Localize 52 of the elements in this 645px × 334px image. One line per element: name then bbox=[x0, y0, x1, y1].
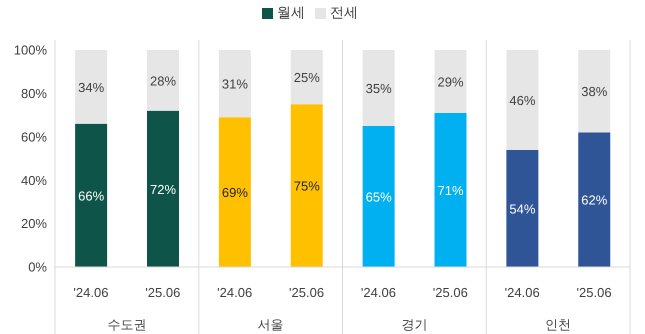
x-tick-label: '24.06 bbox=[217, 285, 252, 300]
data-label: 72% bbox=[150, 182, 176, 197]
bar bbox=[434, 50, 466, 113]
y-tick-label: 100% bbox=[14, 42, 48, 58]
text: 서울 bbox=[258, 317, 284, 332]
data-label: 31% bbox=[222, 76, 248, 92]
data-label: 46% bbox=[509, 92, 536, 108]
data-label: 62% bbox=[581, 192, 608, 208]
data-label: 71% bbox=[437, 182, 464, 198]
bar bbox=[218, 117, 251, 267]
data-label: 69% bbox=[222, 185, 248, 200]
y-tick-label: 20% bbox=[20, 216, 48, 232]
bar bbox=[506, 150, 538, 267]
text: 수도권 bbox=[107, 317, 146, 332]
y-tick-label: 40% bbox=[20, 172, 48, 188]
legend-label: 월세 bbox=[277, 4, 305, 20]
bar bbox=[147, 50, 179, 111]
bar bbox=[218, 50, 251, 118]
bar bbox=[290, 104, 323, 267]
data-label: 66% bbox=[78, 188, 105, 204]
x-tick-label: '24.06 bbox=[504, 285, 540, 300]
bar bbox=[578, 50, 610, 132]
data-label: 54% bbox=[509, 201, 536, 216]
data-label: 38% bbox=[581, 84, 608, 100]
legend-label: 전세 bbox=[330, 4, 358, 20]
data-label: 35% bbox=[366, 80, 392, 96]
text: 인천 bbox=[545, 317, 572, 332]
data-label: 75% bbox=[294, 178, 320, 194]
data-label: 65% bbox=[366, 189, 392, 204]
bar bbox=[434, 112, 466, 267]
y-tick-label: 80% bbox=[20, 86, 48, 102]
x-tick-label: '25.06 bbox=[432, 285, 468, 300]
y-tick-label: 0% bbox=[28, 260, 48, 275]
bar bbox=[75, 124, 108, 267]
bar bbox=[506, 50, 538, 150]
bar bbox=[578, 132, 610, 267]
data-label: 25% bbox=[294, 70, 320, 86]
data-label: 28% bbox=[150, 73, 176, 88]
bar bbox=[362, 50, 395, 126]
data-label: 29% bbox=[437, 74, 464, 90]
x-tick-label: '24.06 bbox=[73, 285, 108, 300]
data-label: 34% bbox=[78, 80, 105, 95]
bar bbox=[362, 126, 395, 267]
text: 경기 bbox=[401, 317, 428, 332]
x-tick-label: '25.06 bbox=[576, 285, 612, 300]
y-tick-label: 60% bbox=[20, 129, 48, 144]
bar bbox=[75, 50, 108, 124]
x-tick-label: '25.06 bbox=[289, 285, 324, 300]
x-tick-label: '24.06 bbox=[360, 285, 396, 300]
bar bbox=[290, 50, 323, 104]
x-tick-label: '25.06 bbox=[145, 285, 180, 300]
bar bbox=[147, 110, 179, 267]
